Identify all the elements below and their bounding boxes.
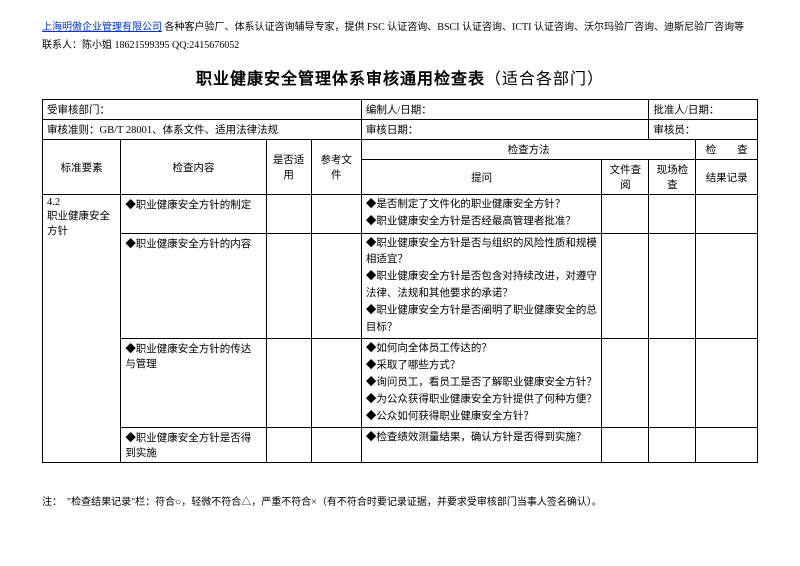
question-cell: ◆职业健康安全方针是否与组织的风险性质和规模相适宜？ ◆职业健康安全方针是否包含… bbox=[361, 233, 602, 339]
table-row: ◆职业健康安全方针是否得到实施 ◆检查绩效测量结果，确认方针是否得到实施？ bbox=[43, 428, 758, 463]
company-link[interactable]: 上海明傲企业管理有限公司 bbox=[42, 22, 162, 33]
std-element-cell: 4.2 职业健康安全方针 bbox=[43, 195, 121, 463]
content-cell: ◆职业健康安全方针是否得到实施 bbox=[121, 428, 266, 463]
title-sub: （适合各部门） bbox=[485, 71, 604, 88]
table-row: 4.2 职业健康安全方针 ◆职业健康安全方针的制定 ◆是否制定了文件化的职业健康… bbox=[43, 195, 758, 234]
content-cell: ◆职业健康安全方针的制定 bbox=[121, 195, 266, 234]
col-doc: 文件查阅 bbox=[602, 160, 649, 195]
title-main: 职业健康安全管理体系审核通用检查表 bbox=[196, 71, 485, 88]
content-cell: ◆职业健康安全方针的内容 bbox=[121, 233, 266, 339]
approver-cell: 批准人/日期： bbox=[649, 100, 758, 120]
content-cell: ◆职业健康安全方针的传达与管理 bbox=[121, 339, 266, 428]
question-cell: ◆如何向全体员工传达的？ ◆采取了哪些方式？ ◆询问员工，看员工是否了解职业健康… bbox=[361, 339, 602, 428]
result-cell bbox=[696, 195, 758, 234]
col-method: 检查方法 bbox=[361, 140, 696, 160]
col-question: 提问 bbox=[361, 160, 602, 195]
table-row: ◆职业健康安全方针的传达与管理 ◆如何向全体员工传达的？ ◆采取了哪些方式？ ◆… bbox=[43, 339, 758, 428]
question-cell: ◆检查绩效测量结果，确认方针是否得到实施？ bbox=[361, 428, 602, 463]
col-std: 标准要素 bbox=[43, 140, 121, 195]
ref-cell bbox=[311, 195, 361, 234]
header-contact: 联系人：陈小姐 18621599395 QQ:2415676052 bbox=[42, 36, 758, 51]
compiler-cell: 编制人/日期： bbox=[361, 100, 649, 120]
header-row-1: 标准要素 检查内容 是否适用 参考文件 检查方法 检 查 bbox=[43, 140, 758, 160]
apply-cell bbox=[266, 195, 311, 234]
meta-row-1: 受审核部门： 编制人/日期： 批准人/日期： bbox=[43, 100, 758, 120]
doc-cell bbox=[602, 195, 649, 234]
col-ref: 参考文件 bbox=[311, 140, 361, 195]
col-site: 现场检查 bbox=[649, 160, 696, 195]
table-row: ◆职业健康安全方针的内容 ◆职业健康安全方针是否与组织的风险性质和规模相适宜？ … bbox=[43, 233, 758, 339]
date-cell: 审核日期： bbox=[361, 120, 649, 140]
criteria-cell: 审核准则：GB/T 28001、体系文件、适用法律法规 bbox=[43, 120, 362, 140]
page-title: 职业健康安全管理体系审核通用检查表（适合各部门） bbox=[42, 65, 758, 89]
question-cell: ◆是否制定了文件化的职业健康安全方针？ ◆职业健康安全方针是否经最高管理者批准？ bbox=[361, 195, 602, 234]
auditor-cell: 审核员： bbox=[649, 120, 758, 140]
col-content: 检查内容 bbox=[121, 140, 266, 195]
col-result-2: 结果记录 bbox=[696, 160, 758, 195]
checklist-table: 受审核部门： 编制人/日期： 批准人/日期： 审核准则：GB/T 28001、体… bbox=[42, 99, 758, 463]
dept-cell: 受审核部门： bbox=[43, 100, 362, 120]
header-line-1: 上海明傲企业管理有限公司 各种客户验厂、体系认证咨询辅导专家，提供 FSC 认证… bbox=[42, 18, 758, 34]
site-cell bbox=[649, 195, 696, 234]
footnote: 注： "检查结果记录"栏：符合○，轻微不符合△，严重不符合×（有不符合时要记录证… bbox=[42, 493, 758, 508]
col-result-1: 检 查 bbox=[696, 140, 758, 160]
header-desc: 各种客户验厂、体系认证咨询辅导专家，提供 FSC 认证咨询、BSCI 认证咨询、… bbox=[162, 22, 744, 33]
col-apply: 是否适用 bbox=[266, 140, 311, 195]
meta-row-2: 审核准则：GB/T 28001、体系文件、适用法律法规 审核日期： 审核员： bbox=[43, 120, 758, 140]
